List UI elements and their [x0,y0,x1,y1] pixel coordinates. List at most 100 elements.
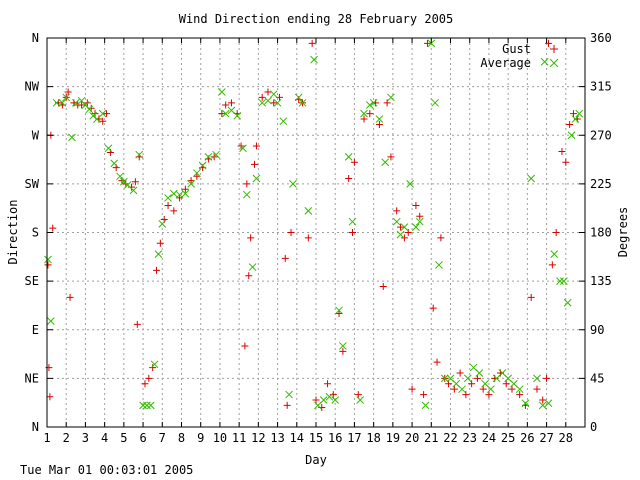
data-point-gust [170,207,178,215]
right-tick-label: 270 [590,128,612,142]
data-point-gust [241,342,249,350]
x-tick-label: 24 [482,431,496,445]
data-point-gust [552,229,560,236]
data-point-gust [318,404,326,412]
data-point-gust [527,293,535,301]
right-tick-label: 45 [590,371,604,385]
left-tick-label: SE [25,274,39,288]
x-tick-label: 13 [270,431,284,445]
data-point-average [369,98,378,107]
data-point-average [154,250,163,258]
data-point-average [319,396,328,404]
data-point-average [233,111,242,120]
data-point-average [567,131,576,140]
data-point-average [158,220,167,228]
data-point-average [571,115,580,123]
data-point-average [396,230,405,239]
data-point-gust [416,212,424,220]
data-point-gust [64,88,72,96]
right-tick-label: 90 [590,323,604,337]
data-point-average [400,223,409,231]
data-point-average [129,186,138,195]
data-point-gust [387,153,395,161]
data-point-average [248,263,257,271]
x-tick-label: 28 [559,431,573,445]
left-tick-label: E [32,323,39,337]
right-tick-label: 225 [590,177,612,191]
data-point-average [521,399,530,408]
left-tick-label: N [32,420,39,434]
data-point-gust [304,234,312,242]
data-point-gust [544,39,552,47]
left-axis-label: Direction [6,199,20,264]
data-point-average [71,98,80,107]
data-point-gust [156,239,164,247]
data-point-average [381,158,390,167]
data-point-average [181,189,190,198]
data-point-gust [412,201,420,209]
data-point-average [415,217,424,226]
x-tick-label: 8 [178,431,185,445]
data-point-average [273,98,282,107]
data-point-average [560,277,568,285]
data-point-gust [141,380,149,388]
data-point-gust [45,364,53,372]
data-point-average [538,401,547,410]
data-point-average [104,144,113,153]
right-tick-label: 135 [590,274,612,288]
data-point-average [58,98,67,107]
data-point-gust [558,147,566,155]
data-point-gust [176,194,184,202]
series-average [44,39,584,410]
data-point-average [135,150,144,159]
left-tick-label: SW [25,177,40,191]
legend-label: Gust [502,42,531,56]
right-axis-label: Degrees [616,207,630,258]
x-tick-label: 25 [501,431,515,445]
data-point-average [258,98,267,107]
x-tick-label: 21 [424,431,438,445]
data-point-average [116,172,124,181]
chart-grid [47,38,585,427]
data-point-gust [420,391,428,399]
data-point-gust [264,88,272,96]
data-point-gust [243,180,251,188]
data-point-average [212,150,220,159]
data-point-gust [131,178,139,186]
data-point-average [52,98,61,107]
generated-timestamp: Tue Mar 01 00:03:01 2005 [20,463,194,477]
data-point-gust [433,358,441,366]
data-point-gust [103,110,111,118]
x-tick-label: 9 [197,431,204,445]
data-point-gust [339,347,347,355]
data-point-average [68,133,76,142]
data-point-average [335,306,343,315]
data-point-average [279,117,288,126]
data-point-average [294,93,303,102]
data-point-gust [281,254,289,262]
data-point-gust [283,401,291,409]
data-point-average [392,217,401,226]
data-point-average [110,159,119,168]
data-point-average [285,390,293,399]
data-point-average [242,190,251,199]
data-point-gust [350,158,358,166]
data-point-gust [287,229,295,236]
data-point-average [387,93,395,102]
data-point-gust [393,207,401,215]
data-point-gust [548,261,556,269]
right-tick-label: 360 [590,31,612,45]
data-point-average [264,96,272,105]
data-point-gust [345,174,353,182]
data-point-average [204,153,213,161]
data-point-average [556,277,564,285]
x-axis-label: Day [305,453,327,467]
data-point-gust [187,177,195,185]
data-point-average [435,261,443,269]
data-point-average [44,255,52,264]
data-point-gust [46,393,54,401]
data-point-gust [308,39,316,47]
data-point-average [412,223,420,231]
x-tick-label: 17 [347,431,361,445]
